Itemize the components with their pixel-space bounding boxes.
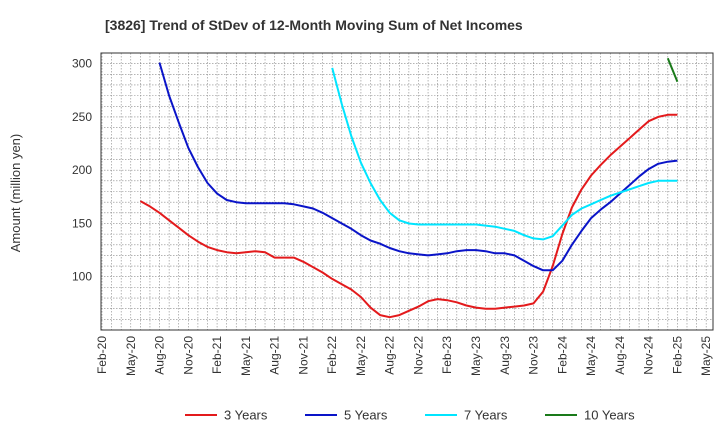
series-lines	[139, 57, 679, 319]
x-tick-label: Feb-23	[440, 336, 454, 374]
x-tick-label: Feb-25	[670, 336, 684, 374]
y-tick-label: 300	[72, 57, 92, 71]
x-tick-label: Nov-22	[411, 336, 425, 375]
tick-labels: 100 150 200 250 300 Feb-20 May-20 Aug-20 Nov-20 F…	[72, 57, 713, 376]
y-axis-label: Amount (million yen)	[8, 134, 23, 253]
x-tick-label: May-22	[354, 336, 368, 376]
series-line-5-years	[158, 62, 678, 272]
y-tick-label: 150	[72, 216, 92, 230]
x-tick-label: Feb-21	[210, 336, 224, 374]
legend-label: 10 Years	[584, 408, 635, 423]
x-tick-label: May-20	[124, 336, 138, 376]
legend: 3 Years 5 Years 7 Years 10 Years	[185, 408, 635, 423]
plot-frame	[100, 52, 714, 331]
x-tick-label: Nov-20	[181, 336, 195, 375]
x-tick-label: Nov-21	[296, 336, 310, 375]
x-tick-label: Nov-24	[642, 336, 656, 375]
x-tick-label: May-21	[239, 336, 253, 376]
x-tick-label: May-25	[699, 336, 713, 376]
x-tick-label: Feb-24	[555, 336, 569, 374]
x-tick-label: Feb-22	[325, 336, 339, 374]
series-line-10-years	[666, 57, 679, 83]
x-tick-label: Feb-20	[95, 336, 109, 374]
x-tick-label: Nov-23	[527, 336, 541, 375]
y-tick-label: 200	[72, 163, 92, 177]
legend-label: 7 Years	[464, 408, 508, 423]
x-tick-label: Aug-21	[268, 336, 282, 375]
legend-label: 5 Years	[344, 408, 388, 423]
x-tick-label: Aug-22	[383, 336, 397, 375]
x-tick-label: May-23	[469, 336, 483, 376]
chart-title: [3826] Trend of StDev of 12-Month Moving…	[105, 17, 523, 33]
y-tick-label: 250	[72, 110, 92, 124]
x-tick-label: Aug-24	[613, 336, 627, 375]
series-line-3-years	[139, 113, 678, 319]
x-tick-label: Aug-20	[153, 336, 167, 375]
series-line-7-years	[331, 67, 678, 241]
legend-label: 3 Years	[224, 408, 268, 423]
x-tick-label: Aug-23	[498, 336, 512, 375]
y-tick-label: 100	[72, 270, 92, 284]
x-tick-label: May-24	[584, 336, 598, 376]
grid	[101, 52, 713, 330]
